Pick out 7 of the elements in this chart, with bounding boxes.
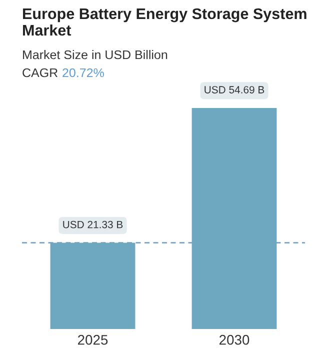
chart-subtitle: Market Size in USD Billion	[23, 50, 168, 60]
x-tick-label: 2025	[78, 334, 108, 345]
text: CAGR 20.72%	[22, 68, 104, 78]
data-label: USD 54.69 B	[204, 86, 264, 94]
x-tick-label: 2030	[220, 334, 250, 345]
chart-title: Europe Battery Energy Storage System Market	[23, 8, 306, 36]
data-label: USD 21.33 B	[63, 220, 123, 228]
